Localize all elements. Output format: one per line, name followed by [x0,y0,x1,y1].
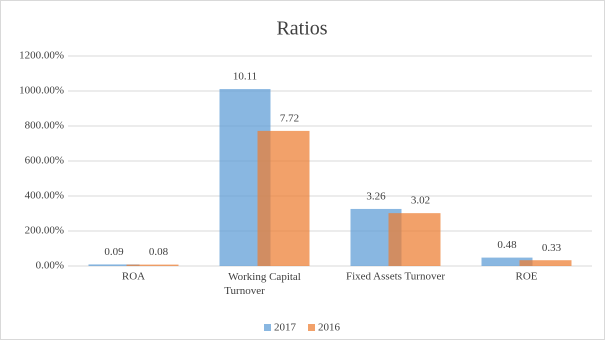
y-tick-label: 600.00% [25,155,64,167]
x-tick-label: Working Capital Turnover [224,271,301,297]
legend-label: 2016 [318,322,341,334]
y-tick-label: 200.00% [25,225,64,237]
legend-swatch [308,324,315,331]
data-label: 0.33 [542,242,562,254]
data-label: 0.08 [149,246,169,258]
data-label: 0.09 [104,246,124,258]
y-tick-label: 0.00% [36,260,64,272]
bar [88,264,140,266]
legend-swatch [264,324,271,331]
y-tick-label: 800.00% [25,120,64,132]
data-label: 3.02 [411,195,430,207]
bar [257,130,310,266]
y-tick-label: 400.00% [25,190,64,202]
data-label: 0.48 [497,239,517,251]
y-tick-label: 1200.00% [19,50,64,62]
chart-title: Ratios [276,18,327,40]
bar [126,264,179,266]
y-tick-label: 1000.00% [19,85,64,97]
data-label: 7.72 [280,112,299,124]
data-label: 3.26 [366,190,386,202]
data-label: 10.11 [233,71,257,83]
x-tick-label: Fixed Assets Turnover [346,271,445,283]
legend-label: 2017 [274,322,297,334]
x-tick-label: ROA [122,271,145,283]
bar [519,260,572,266]
bar [388,213,441,266]
x-tick-label: ROE [516,271,538,283]
bar [481,257,533,266]
